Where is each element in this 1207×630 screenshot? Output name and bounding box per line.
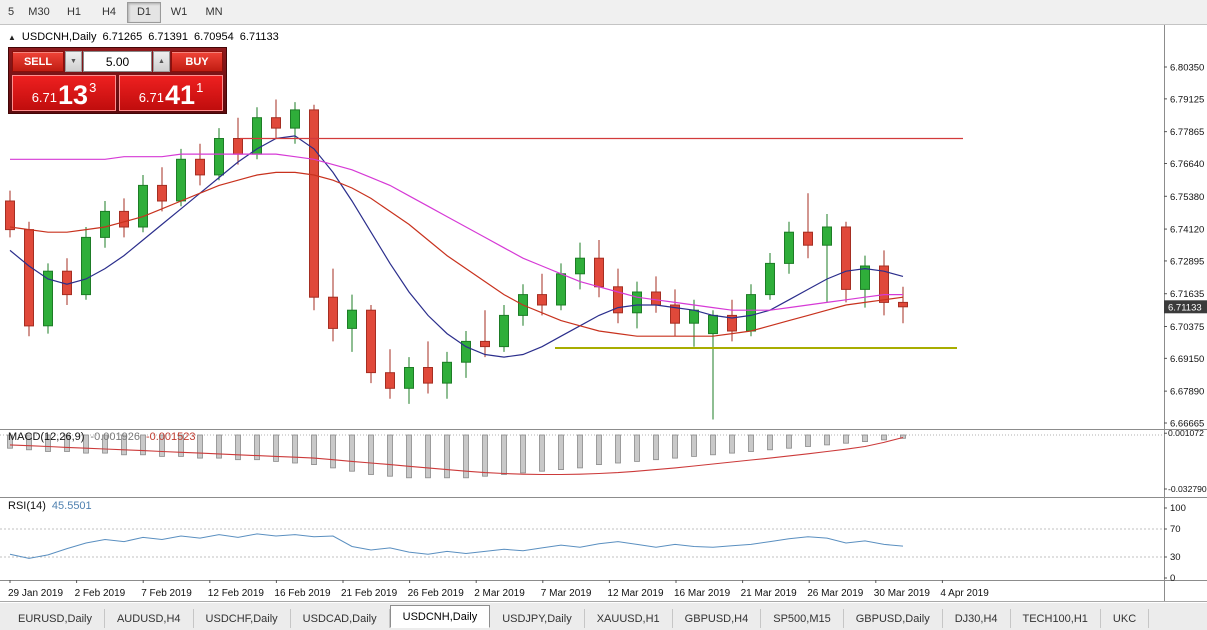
- sell-price-big-digits: 13: [58, 80, 89, 110]
- tab-usdchf-daily[interactable]: USDCHF,Daily: [194, 609, 291, 628]
- tab-gbpusd-daily[interactable]: GBPUSD,Daily: [844, 609, 943, 628]
- timeframe-m5[interactable]: 5: [7, 6, 15, 18]
- tab-xauusd-h1[interactable]: XAUUSD,H1: [585, 609, 673, 628]
- svg-text:4 Apr 2019: 4 Apr 2019: [940, 588, 989, 599]
- collapse-panel-arrow-icon[interactable]: ▲: [8, 32, 16, 42]
- buy-price-big-digits: 41: [165, 80, 196, 110]
- svg-text:-0.032790: -0.032790: [1168, 484, 1207, 494]
- svg-text:6.71635: 6.71635: [1170, 289, 1204, 300]
- svg-text:26 Mar 2019: 26 Mar 2019: [807, 588, 864, 599]
- timeframe-m30[interactable]: M30: [28, 6, 50, 18]
- timeframe-h4[interactable]: H4: [101, 6, 117, 18]
- svg-text:12 Mar 2019: 12 Mar 2019: [607, 588, 664, 599]
- svg-text:12 Feb 2019: 12 Feb 2019: [208, 588, 265, 599]
- rsi-value: 45.5501: [51, 500, 92, 512]
- rsi-indicator-label: RSI(14) 45.5501: [8, 500, 92, 512]
- svg-text:6.80350: 6.80350: [1170, 63, 1204, 74]
- ohlc-close-value: 6.71133: [239, 31, 279, 43]
- tab-usdcnh-daily[interactable]: USDCNH,Daily: [389, 605, 491, 628]
- svg-text:30 Mar 2019: 30 Mar 2019: [874, 588, 931, 599]
- svg-text:100: 100: [1170, 503, 1186, 514]
- macd-main-value: -0.001926: [90, 431, 140, 443]
- ohlc-low-value: 6.70954: [194, 31, 234, 43]
- sell-button[interactable]: SELL: [12, 51, 64, 72]
- svg-text:6.69150: 6.69150: [1170, 354, 1204, 365]
- timeframe-toolbar: 5 M30 H1 H4 D1 W1 MN: [0, 0, 1207, 25]
- volume-increase-button[interactable]: ▲: [153, 51, 170, 72]
- tab-ukc[interactable]: UKC: [1101, 609, 1150, 628]
- svg-text:7 Mar 2019: 7 Mar 2019: [541, 588, 592, 599]
- svg-text:6.75380: 6.75380: [1170, 192, 1204, 203]
- tab-eurusd-daily[interactable]: EURUSD,Daily: [6, 609, 105, 628]
- svg-text:16 Feb 2019: 16 Feb 2019: [274, 588, 331, 599]
- svg-text:6.79125: 6.79125: [1170, 94, 1204, 105]
- sell-price-pip-digit: 3: [89, 80, 97, 95]
- buy-price-prefix: 6.71: [138, 90, 165, 105]
- svg-text:26 Feb 2019: 26 Feb 2019: [408, 588, 465, 599]
- tab-usdjpy-daily[interactable]: USDJPY,Daily: [490, 609, 585, 628]
- chevron-down-icon: ▼: [70, 58, 77, 65]
- svg-text:6.77865: 6.77865: [1170, 127, 1204, 138]
- chart-tab-bar: EURUSD,Daily AUDUSD,H4 USDCHF,Daily USDC…: [0, 601, 1207, 630]
- svg-text:29 Jan 2019: 29 Jan 2019: [8, 588, 63, 599]
- timeframe-mn[interactable]: MN: [205, 6, 223, 18]
- chart-symbol-label: USDCNH,Daily: [21, 31, 97, 43]
- volume-input[interactable]: 5.00: [83, 51, 152, 72]
- svg-text:2 Mar 2019: 2 Mar 2019: [474, 588, 525, 599]
- svg-text:6.74120: 6.74120: [1170, 225, 1204, 236]
- svg-text:0.001072: 0.001072: [1168, 428, 1204, 438]
- svg-text:6.76640: 6.76640: [1170, 159, 1204, 170]
- svg-text:30: 30: [1170, 552, 1181, 563]
- macd-name: MACD(12,26,9): [8, 431, 85, 443]
- rsi-name: RSI(14): [8, 500, 46, 512]
- macd-indicator-label: MACD(12,26,9) -0.001926 -0.001523: [8, 431, 196, 443]
- svg-text:6.72895: 6.72895: [1170, 256, 1204, 267]
- svg-text:6.66665: 6.66665: [1170, 419, 1204, 430]
- svg-text:0: 0: [1170, 573, 1175, 584]
- svg-text:21 Feb 2019: 21 Feb 2019: [341, 588, 398, 599]
- tab-gbpusd-h4[interactable]: GBPUSD,H4: [673, 609, 762, 628]
- tab-usdcad-daily[interactable]: USDCAD,Daily: [291, 609, 390, 628]
- buy-price-pip-digit: 1: [196, 80, 204, 95]
- ohlc-open-value: 6.71265: [102, 31, 143, 43]
- svg-text:21 Mar 2019: 21 Mar 2019: [741, 588, 798, 599]
- svg-text:6.67890: 6.67890: [1170, 387, 1204, 398]
- tab-tech100-h1[interactable]: TECH100,H1: [1011, 609, 1101, 628]
- svg-text:2 Feb 2019: 2 Feb 2019: [75, 588, 126, 599]
- chevron-up-icon: ▲: [158, 58, 165, 65]
- svg-text:16 Mar 2019: 16 Mar 2019: [674, 588, 731, 599]
- svg-text:7 Feb 2019: 7 Feb 2019: [141, 588, 192, 599]
- volume-decrease-button[interactable]: ▼: [65, 51, 82, 72]
- timeframe-w1[interactable]: W1: [170, 6, 188, 18]
- tab-sp500-m15[interactable]: SP500,M15: [761, 609, 844, 628]
- one-click-trading-panel: SELL ▼ 5.00 ▲ BUY 6.71 13 3 6.71 41 1: [8, 47, 227, 114]
- ohlc-info-bar: ▲ USDCNH,Daily 6.71265 6.71391 6.70954 6…: [8, 31, 279, 43]
- buy-button[interactable]: BUY: [171, 51, 223, 72]
- ohlc-high-value: 6.71391: [148, 31, 189, 43]
- buy-price-display[interactable]: 6.71 41 1: [119, 75, 223, 111]
- macd-signal-value: -0.001523: [145, 431, 196, 443]
- tab-audusd-h4[interactable]: AUDUSD,H4: [105, 609, 194, 628]
- svg-text:6.71133: 6.71133: [1168, 302, 1202, 313]
- tab-dj30-h4[interactable]: DJ30,H4: [943, 609, 1011, 628]
- sell-price-prefix: 6.71: [31, 90, 58, 105]
- svg-text:70: 70: [1170, 524, 1181, 535]
- svg-text:6.70375: 6.70375: [1170, 322, 1204, 333]
- sell-price-display[interactable]: 6.71 13 3: [12, 75, 116, 111]
- timeframe-h1[interactable]: H1: [66, 6, 82, 18]
- timeframe-d1[interactable]: D1: [127, 1, 161, 23]
